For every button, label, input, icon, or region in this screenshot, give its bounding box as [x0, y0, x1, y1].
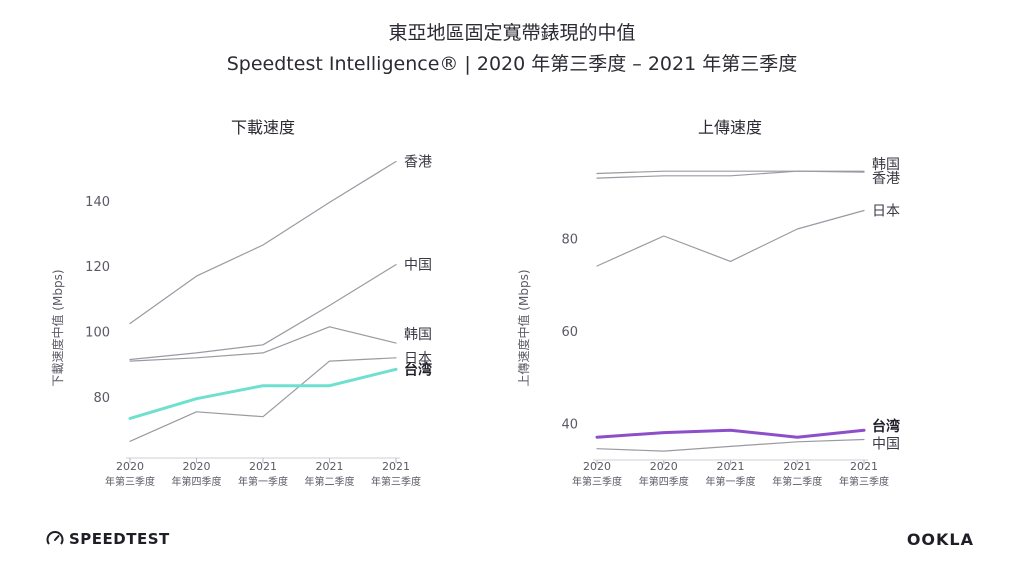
- x-tick-label-year: 2021: [316, 460, 344, 473]
- x-tick-label-year: 2020: [116, 460, 144, 473]
- y-axis-label: 下載速度中值 (Mbps): [50, 269, 65, 386]
- series-line: [128, 367, 398, 420]
- y-axis-label: 上傳速度中值 (Mbps): [516, 269, 531, 386]
- series-line: [129, 326, 397, 362]
- y-tick-label: 80: [561, 232, 578, 247]
- speedtest-logo: SPEEDTEST: [46, 530, 170, 548]
- x-tick-label-year: 2020: [183, 460, 211, 473]
- series-line: [129, 160, 397, 325]
- speedtest-logo-text: SPEEDTEST: [69, 530, 170, 548]
- series-line: [129, 357, 397, 442]
- x-tick-label-year: 2021: [249, 460, 277, 473]
- series-label: 韩国: [404, 327, 432, 343]
- ookla-logo: OOKLA: [906, 530, 974, 549]
- x-tick-label-year: 2020: [650, 460, 678, 473]
- series-label: 中国: [872, 436, 900, 452]
- series-label: 香港: [872, 171, 900, 187]
- series-line: [595, 428, 866, 439]
- series-label: 中国: [404, 258, 432, 274]
- x-tick-label-year: 2021: [382, 460, 410, 473]
- x-tick-label-quarter: 年第三季度: [839, 475, 889, 488]
- series-label: 日本: [404, 351, 432, 367]
- y-tick-label: 120: [85, 260, 110, 275]
- x-tick-label-quarter: 年第三季度: [572, 475, 622, 488]
- x-tick-label-quarter: 年第三季度: [105, 475, 155, 488]
- series-line: [129, 264, 397, 361]
- series-label: 香港: [404, 155, 432, 171]
- series-label: 日本: [872, 204, 900, 220]
- panel-title: 下載速度: [231, 118, 295, 137]
- series-label: 台湾: [872, 418, 900, 435]
- x-tick-label-quarter: 年第二季度: [772, 475, 822, 488]
- x-tick-label-year: 2020: [583, 460, 611, 473]
- panel-title: 上傳速度: [698, 118, 762, 137]
- y-tick-label: 40: [561, 417, 578, 432]
- x-tick-label-quarter: 年第一季度: [706, 475, 756, 488]
- chart-subtitle: Speedtest Intelligence® | 2020 年第三季度 – 2…: [226, 53, 798, 75]
- x-tick-label-year: 2021: [783, 460, 811, 473]
- speedometer-icon: [46, 531, 64, 545]
- series-label: 韩国: [872, 157, 900, 173]
- x-tick-label-year: 2021: [717, 460, 745, 473]
- y-tick-label: 100: [85, 326, 110, 341]
- x-tick-label-quarter: 年第三季度: [371, 475, 421, 488]
- y-tick-label: 80: [93, 391, 110, 406]
- series-label: 台湾: [404, 361, 432, 378]
- series-line: [596, 209, 865, 267]
- series-line: [596, 170, 865, 179]
- x-tick-label-year: 2021: [850, 460, 878, 473]
- chart-title: 東亞地區固定寬帶錶現的中值: [388, 22, 636, 44]
- y-tick-label: 60: [561, 325, 578, 340]
- x-tick-label-quarter: 年第二季度: [305, 475, 355, 488]
- x-tick-label-quarter: 年第四季度: [172, 475, 222, 488]
- y-tick-label: 140: [85, 195, 110, 210]
- x-tick-label-quarter: 年第四季度: [639, 475, 689, 488]
- series-line: [596, 438, 865, 452]
- x-tick-label-quarter: 年第一季度: [238, 475, 288, 488]
